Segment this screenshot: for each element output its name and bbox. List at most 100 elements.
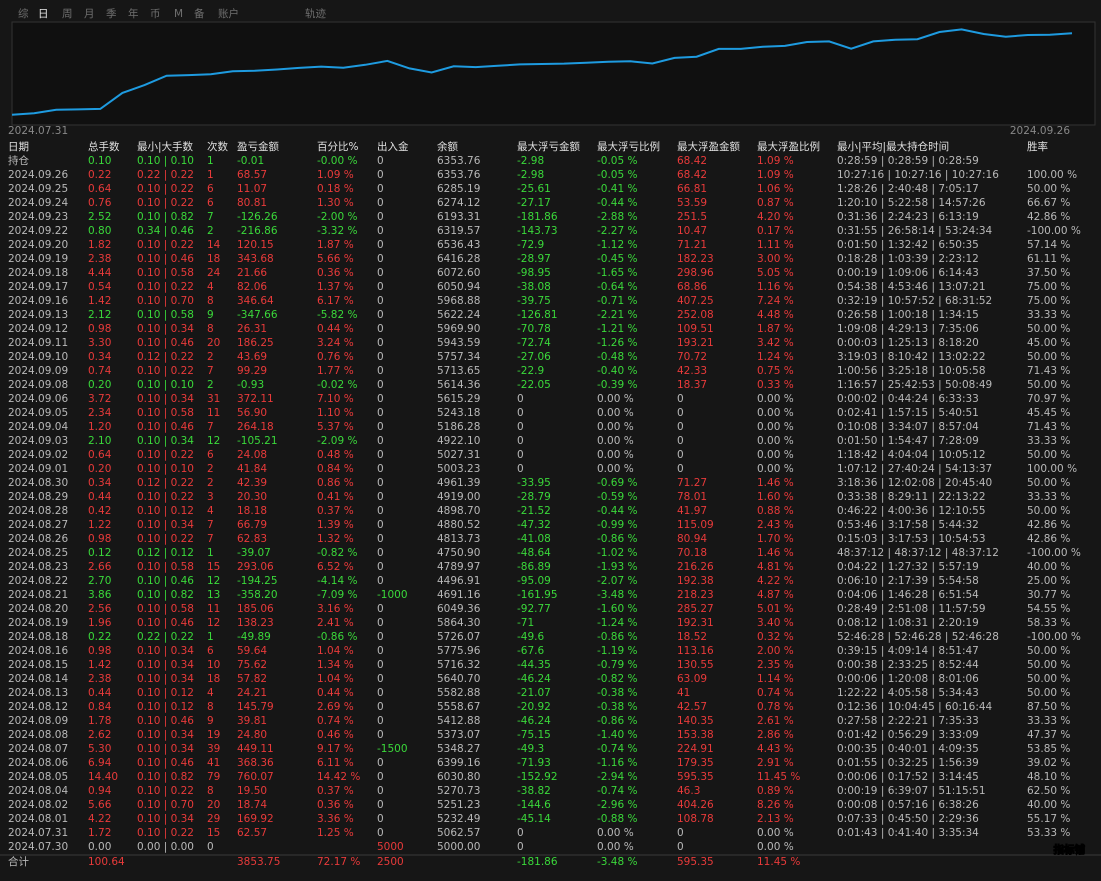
cell: 1.34 %: [317, 659, 354, 671]
cell: 0.10 | 0.12: [137, 687, 194, 699]
cell: -347.66: [237, 309, 278, 321]
cell: 10.47: [677, 225, 707, 237]
cell: 1:28:26 | 2:40:48 | 7:05:17: [837, 183, 979, 195]
cell: 120.15: [237, 239, 274, 251]
cell: 57.14 %: [1027, 239, 1070, 251]
tab[interactable]: 币: [150, 8, 161, 20]
cell: 0:00:38 | 2:33:25 | 8:52:44: [837, 659, 979, 671]
cell: 1: [207, 155, 214, 167]
cell: 1:09:08 | 4:29:13 | 7:35:06: [837, 323, 979, 335]
cell: 2.10: [88, 435, 111, 447]
cell: 3.24 %: [317, 337, 354, 349]
tab[interactable]: 备: [194, 7, 205, 20]
row-label: 2024.09.23: [8, 211, 68, 223]
cell: 0:18:28 | 1:03:39 | 2:23:12: [837, 253, 979, 265]
tab[interactable]: M: [174, 8, 183, 20]
cell: 5003.23: [437, 463, 480, 475]
cell: 0.00 %: [757, 827, 794, 839]
cell: -161.95: [517, 589, 558, 601]
cell: 41.97: [677, 505, 707, 517]
tab[interactable]: 季: [106, 8, 117, 20]
cell: -39.75: [517, 295, 551, 307]
cell: 0.10 | 0.34: [137, 743, 194, 755]
cell: 1.24 %: [757, 351, 794, 363]
row-label: 2024.09.19: [8, 253, 68, 265]
tab[interactable]: 轨迹: [305, 7, 326, 20]
cell: 30.77 %: [1027, 589, 1070, 601]
tab[interactable]: 日: [38, 8, 49, 20]
cell: 3.36 %: [317, 813, 354, 825]
cell: 285.27: [677, 603, 714, 615]
cell: 1.39 %: [317, 519, 354, 531]
row-label: 2024.08.08: [8, 729, 68, 741]
cell: 68.42: [677, 155, 707, 167]
cell: 192.38: [677, 575, 714, 587]
cell: 0.00 %: [757, 449, 794, 461]
cell: 6.17 %: [317, 295, 354, 307]
cell: 62.83: [237, 533, 267, 545]
cell: -100.00 %: [1027, 225, 1081, 237]
cell: -4.14 %: [317, 575, 358, 587]
cell: 4.87 %: [757, 589, 794, 601]
cell: 6416.28: [437, 253, 480, 265]
total-cell: -3.48 %: [597, 856, 638, 868]
cell: 87.50 %: [1027, 701, 1070, 713]
tab[interactable]: 综: [18, 7, 29, 20]
cell: 3: [207, 491, 214, 503]
cell: 8.26 %: [757, 799, 794, 811]
row-label: 2024.08.22: [8, 575, 68, 587]
cell: 2.13 %: [757, 813, 794, 825]
row-label: 2024.09.04: [8, 421, 68, 433]
cell: 0.12: [88, 547, 111, 559]
cell: 0.86 %: [317, 477, 354, 489]
cell: 82.06: [237, 281, 267, 293]
cell: 0:01:55 | 0:32:25 | 1:56:39: [837, 757, 979, 769]
cell: 0.10 | 0.22: [137, 785, 194, 797]
cell: -0.05 %: [597, 155, 638, 167]
cell: -0.38 %: [597, 701, 638, 713]
cell: -21.52: [517, 505, 551, 517]
cell: 0.10 | 0.12: [137, 505, 194, 517]
cell: 48:37:12 | 48:37:12 | 48:37:12: [837, 547, 999, 559]
row-label: 2024.08.23: [8, 561, 68, 573]
cell: 0: [377, 659, 384, 671]
tab[interactable]: 周: [62, 8, 73, 20]
row-label: 2024.08.02: [8, 799, 68, 811]
cell: -47.32: [517, 519, 551, 531]
total-cell: -181.86: [517, 856, 558, 868]
cell: 6.52 %: [317, 561, 354, 573]
cell: 0.74 %: [317, 715, 354, 727]
cell: 6072.60: [437, 267, 480, 279]
tab[interactable]: 月: [84, 8, 95, 20]
cell: -38.08: [517, 281, 551, 293]
cell: 4496.91: [437, 575, 480, 587]
cell: -0.99 %: [597, 519, 638, 531]
tab[interactable]: 账户: [218, 7, 239, 20]
cell: 15: [207, 827, 220, 839]
cell: 6353.76: [437, 155, 481, 167]
row-label: 2024.08.12: [8, 701, 68, 713]
cell: 5027.31: [437, 449, 480, 461]
cell: 8: [207, 295, 214, 307]
cell: -2.09 %: [317, 435, 358, 447]
cell: 0:53:46 | 3:17:58 | 5:44:32: [837, 519, 979, 531]
cell: 6: [207, 183, 214, 195]
cell: 43.69: [237, 351, 267, 363]
column-header: 最大浮亏比例: [597, 140, 660, 153]
cell: 4.20 %: [757, 211, 794, 223]
cell: 0.10 | 0.82: [137, 771, 194, 783]
cell: 5270.73: [437, 785, 480, 797]
cell: 0: [517, 407, 524, 419]
cell: 18.52: [677, 631, 707, 643]
cell: -2.98: [517, 169, 544, 181]
tab[interactable]: 年: [128, 7, 139, 20]
cell: 11: [207, 603, 220, 615]
cell: 0:06:10 | 2:17:39 | 5:54:58: [837, 575, 979, 587]
cell: 0.10 | 0.34: [137, 729, 194, 741]
cell: 2: [207, 379, 214, 391]
cell: 0.10 | 0.82: [137, 589, 194, 601]
cell: 0: [377, 561, 384, 573]
x-end-label: 2024.09.26: [1010, 125, 1070, 137]
cell: 0: [377, 519, 384, 531]
row-label: 2024.09.20: [8, 239, 68, 251]
